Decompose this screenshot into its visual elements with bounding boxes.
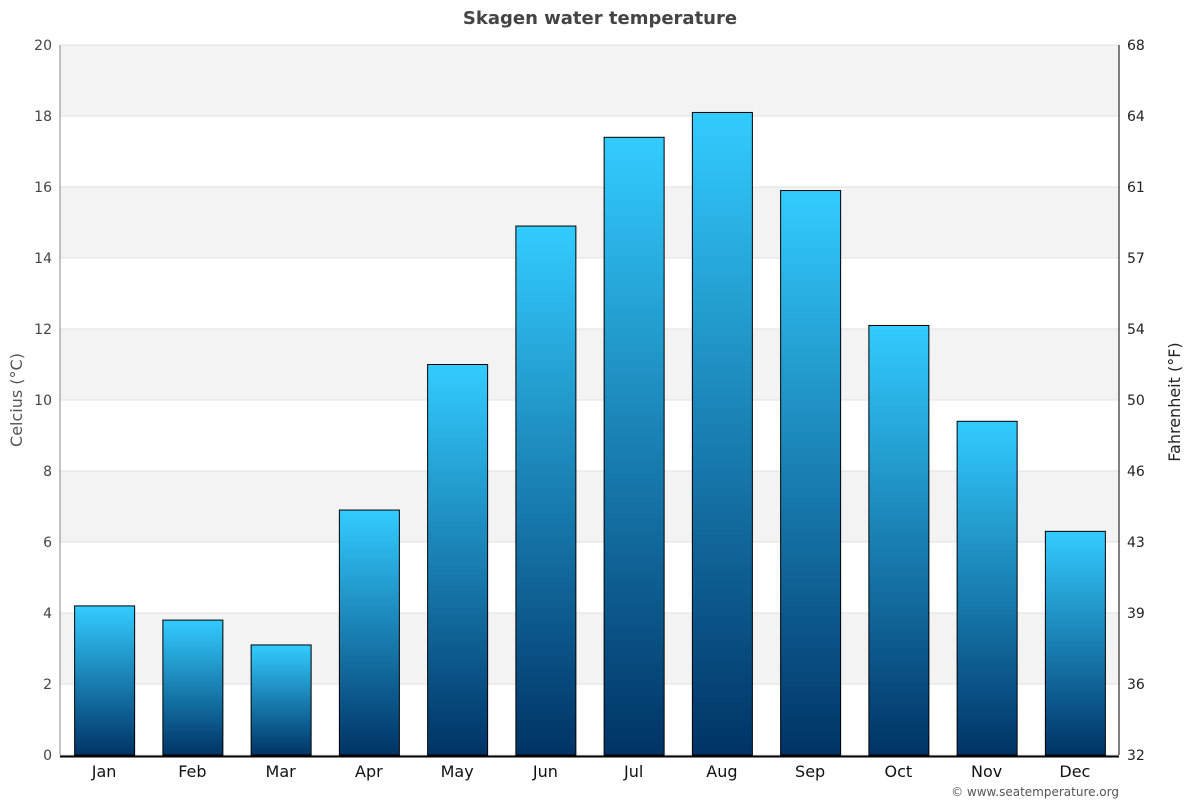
y2-tick-label: 64 <box>1127 109 1145 125</box>
bar-may <box>427 364 489 756</box>
y2-tick-label: 32 <box>1127 748 1145 764</box>
y-tick-label: 0 <box>43 748 52 764</box>
x-tick-label: Dec <box>1059 762 1090 781</box>
x-tick-label: Aug <box>706 762 737 781</box>
x-tick-label: Jul <box>623 762 643 781</box>
y2-tick-label: 36 <box>1127 677 1145 693</box>
y2-tick-label: 57 <box>1127 251 1145 267</box>
bar-jun <box>515 225 577 756</box>
x-tick-label: Feb <box>178 762 206 781</box>
x-tick-label: Apr <box>355 762 383 781</box>
grid-band <box>60 471 1119 542</box>
x-tick-label: Jan <box>91 762 117 781</box>
y2-tick-label: 50 <box>1127 393 1145 409</box>
bar-jul <box>603 136 665 756</box>
y-tick-label: 10 <box>34 393 52 409</box>
x-tick-label: Sep <box>795 762 825 781</box>
x-tick-label: Mar <box>266 762 297 781</box>
y2-tick-label: 39 <box>1127 606 1145 622</box>
y-tick-label: 6 <box>43 535 52 551</box>
y-tick-label: 18 <box>34 109 52 125</box>
x-tick-label: Nov <box>971 762 1002 781</box>
y2-tick-label: 54 <box>1127 322 1145 338</box>
grid-band <box>60 45 1119 116</box>
bar-aug <box>691 111 753 756</box>
x-tick-label: May <box>441 762 474 781</box>
y2-tick-label: 68 <box>1127 38 1145 54</box>
y2-tick-label: 43 <box>1127 535 1145 551</box>
chart-title: Skagen water temperature <box>463 8 737 29</box>
y-tick-label: 14 <box>34 251 52 267</box>
bar-nov <box>956 420 1018 756</box>
y-tick-label: 12 <box>34 322 52 338</box>
bar-jan <box>74 605 136 756</box>
y-tick-label: 8 <box>43 464 52 480</box>
bar-sep <box>780 190 842 756</box>
y2-tick-label: 61 <box>1127 180 1145 196</box>
grid-band <box>60 187 1119 258</box>
bar-feb <box>162 619 224 756</box>
x-tick-label: Oct <box>885 762 913 781</box>
y2-tick-label: 46 <box>1127 464 1145 480</box>
bar-oct <box>868 324 930 756</box>
x-tick-label: Jun <box>532 762 558 781</box>
grid-band <box>60 613 1119 684</box>
bar-apr <box>338 509 400 756</box>
y-axis-label: Celcius (°C) <box>7 353 26 447</box>
grid-band <box>60 329 1119 400</box>
y-tick-label: 20 <box>34 38 52 54</box>
bar-dec <box>1044 530 1106 756</box>
bar-mar <box>250 644 312 756</box>
footer-credit[interactable]: © www.seatemperature.org <box>951 785 1119 799</box>
y-tick-label: 4 <box>43 606 52 622</box>
y-tick-label: 16 <box>34 180 52 196</box>
y2-axis-label: Fahrenheit (°F) <box>1165 342 1184 461</box>
y-tick-label: 2 <box>43 677 52 693</box>
